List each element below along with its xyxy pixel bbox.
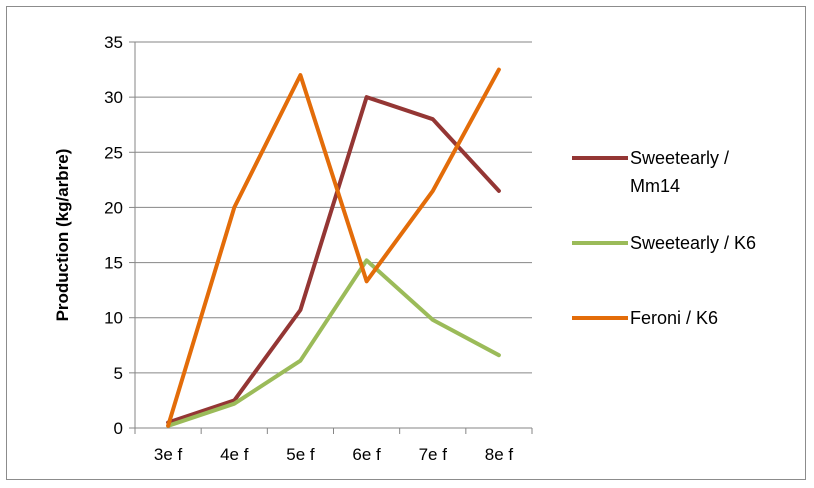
- legend-label: Sweetearly /: [630, 148, 729, 168]
- series-line: [166, 95, 501, 425]
- axes: [129, 41, 533, 434]
- x-tick-label: 7e f: [419, 445, 448, 464]
- y-tick-label: 0: [114, 419, 123, 438]
- legend: Sweetearly / Mm14 Sweetearly / K6 Feroni / …: [572, 148, 756, 328]
- y-axis-label: Production (kg/arbre): [53, 149, 72, 322]
- y-tick-label: 30: [104, 88, 123, 107]
- series-line: [166, 258, 501, 428]
- x-tick-label: 3e f: [154, 445, 183, 464]
- y-tick-label: 15: [104, 254, 123, 273]
- y-tick-label: 5: [114, 364, 123, 383]
- legend-label: Sweetearly / K6: [630, 233, 756, 253]
- y-tick-labels: 0 5 10 15 20 25 30 35: [104, 33, 123, 438]
- chart-frame: [6, 6, 806, 480]
- series-line: [166, 67, 501, 428]
- y-tick-label: 20: [104, 198, 123, 217]
- legend-label: Mm14: [630, 176, 680, 196]
- legend-label: Feroni / K6: [630, 308, 718, 328]
- y-tick-label: 10: [104, 309, 123, 328]
- x-tick-label: 5e f: [286, 445, 315, 464]
- x-tick-labels: 3e f 4e f 5e f 6e f 7e f 8e f: [154, 445, 513, 464]
- x-tick-label: 4e f: [220, 445, 249, 464]
- x-tick-label: 6e f: [352, 445, 381, 464]
- x-tick-label: 8e f: [485, 445, 514, 464]
- y-tick-label: 25: [104, 143, 123, 162]
- y-tick-label: 35: [104, 33, 123, 52]
- series-lines: [166, 67, 501, 428]
